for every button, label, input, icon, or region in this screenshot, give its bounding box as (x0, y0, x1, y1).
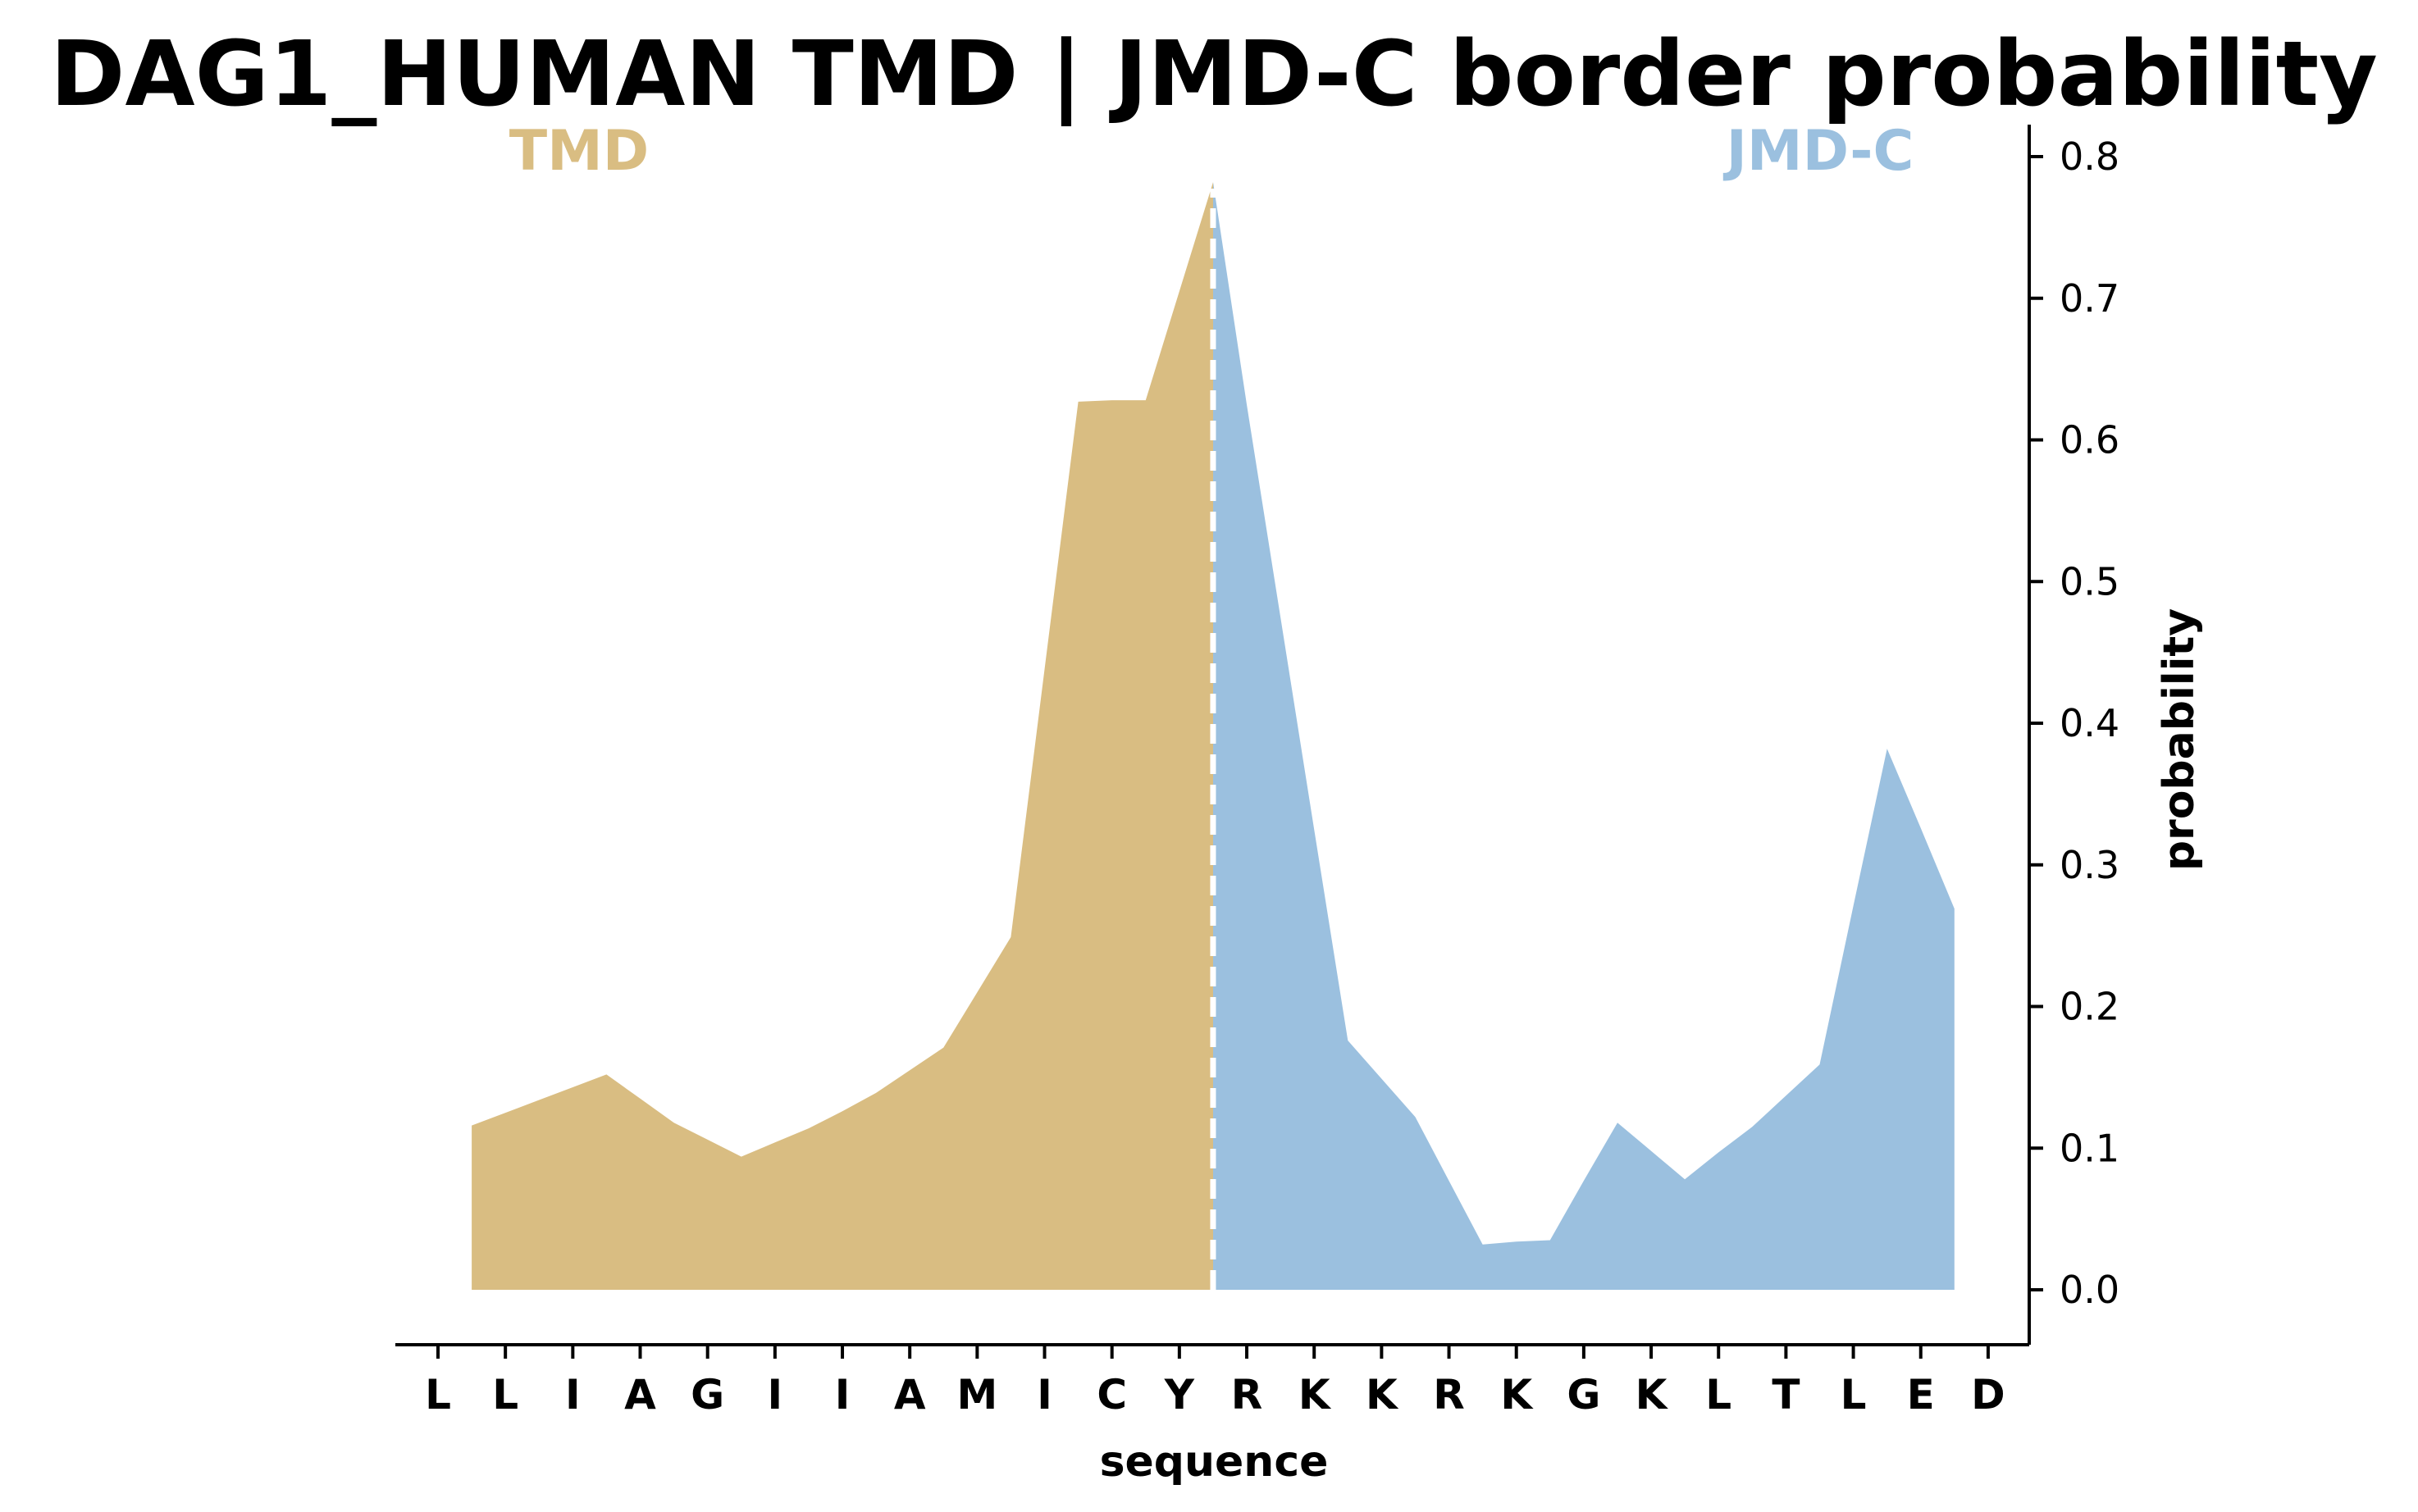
y-tick-label: 0.4 (2060, 701, 2119, 745)
x-tick-label: I (1037, 1371, 1052, 1419)
x-tick-label: L (1841, 1371, 1867, 1419)
y-tick-label: 0.0 (2060, 1268, 2119, 1312)
area-jmd-c (1213, 182, 1955, 1291)
y-tick-label: 0.6 (2060, 418, 2119, 462)
y-tick-group: 0.0 0.1 0.2 0.3 0.4 0.5 0.6 0.7 0.8 (2029, 134, 2119, 1312)
x-tick-label: R (1231, 1371, 1263, 1419)
x-axis-label: sequence (1100, 1437, 1329, 1487)
y-tick-label: 0.5 (2060, 559, 2119, 603)
y-axis-label: probability (2155, 608, 2204, 871)
x-tick-label: K (1636, 1371, 1669, 1419)
x-tick-label: G (1567, 1371, 1600, 1419)
x-tick-label: A (624, 1371, 656, 1419)
x-tick-label: I (565, 1371, 581, 1419)
y-tick-label: 0.3 (2060, 843, 2119, 887)
x-tick-label: L (492, 1371, 518, 1419)
x-tick-label: I (835, 1371, 851, 1419)
y-tick-label: 0.8 (2060, 134, 2119, 179)
x-tick-label: K (1366, 1371, 1399, 1419)
x-tick-label: T (1772, 1371, 1800, 1419)
x-tick-label: K (1298, 1371, 1332, 1419)
y-tick-label: 0.7 (2060, 276, 2119, 321)
area-series-group (472, 182, 1955, 1291)
x-tick-label: I (768, 1371, 783, 1419)
y-tick-label: 0.1 (2060, 1126, 2119, 1170)
chart-title: DAG1_HUMAN TMD | JMD-C border probabilit… (50, 21, 2378, 127)
x-tick-label: L (1705, 1371, 1731, 1419)
x-tick-label: R (1433, 1371, 1465, 1419)
x-tick-label: G (691, 1371, 724, 1419)
tmd-region-label: TMD (509, 119, 650, 184)
jmdc-region-label: JMD-C (1723, 119, 1914, 184)
x-tick-label: M (956, 1371, 997, 1419)
x-tick-label: K (1500, 1371, 1534, 1419)
x-tick-label: L (425, 1371, 451, 1419)
x-tick-label: Y (1164, 1371, 1195, 1419)
x-tick-label: C (1097, 1371, 1127, 1419)
x-tick-label: A (894, 1371, 926, 1419)
x-tick-label: E (1907, 1371, 1935, 1419)
area-tmd (472, 182, 1213, 1291)
x-tick-label: D (1971, 1371, 2005, 1419)
y-tick-label: 0.2 (2060, 985, 2119, 1029)
